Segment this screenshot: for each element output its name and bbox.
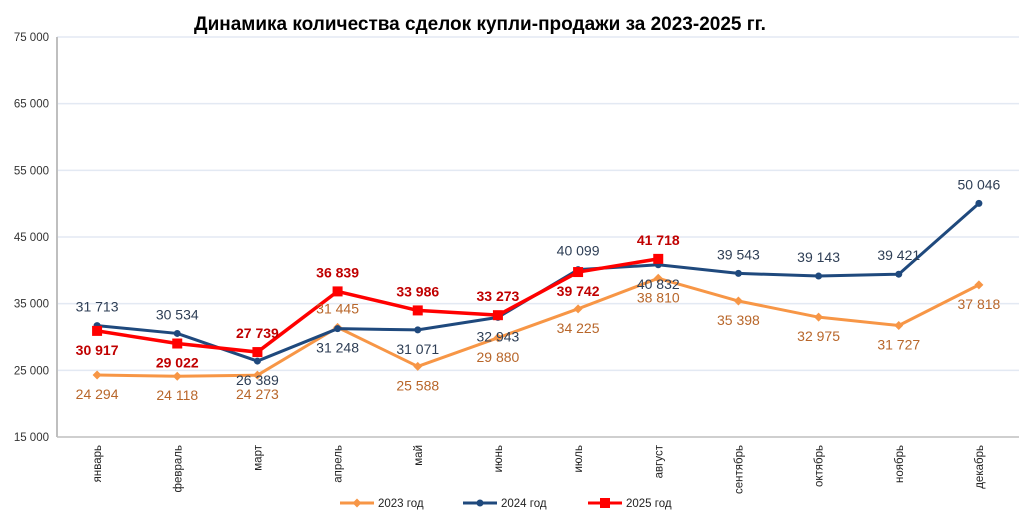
data-point <box>92 325 103 336</box>
data-point <box>974 280 984 290</box>
data-label: 50 046 <box>958 176 1001 192</box>
legend-label: 2025 год <box>626 498 672 510</box>
data-label: 39 143 <box>797 249 840 265</box>
data-point <box>734 269 742 277</box>
series-line-2025-год <box>96 257 659 354</box>
data-point <box>172 338 183 349</box>
x-tick-label: октябрь <box>814 445 826 487</box>
data-label: 31 713 <box>76 299 119 315</box>
data-label: 37 818 <box>958 296 1001 312</box>
y-tick-label: 45 000 <box>14 232 49 244</box>
series-line-2023-год <box>97 276 980 378</box>
data-label: 30 917 <box>76 342 119 358</box>
legend-label: 2024 год <box>501 498 547 510</box>
data-label: 41 718 <box>637 232 680 248</box>
data-point <box>332 286 343 297</box>
data-label: 36 839 <box>316 264 359 280</box>
data-point <box>815 272 823 280</box>
data-point <box>894 320 904 330</box>
data-label: 39 742 <box>557 283 600 299</box>
data-point <box>733 296 743 306</box>
data-label: 29 022 <box>156 355 199 371</box>
data-point <box>975 199 983 207</box>
data-label: 39 421 <box>877 247 920 263</box>
data-point <box>814 312 824 322</box>
data-point <box>334 325 342 333</box>
data-point <box>476 499 484 507</box>
y-tick-label: 15 000 <box>14 432 49 444</box>
data-label: 40 832 <box>637 276 680 292</box>
data-label: 26 389 <box>236 372 279 388</box>
x-tick-label: май <box>413 445 425 466</box>
data-point <box>573 267 584 278</box>
x-tick-label: январь <box>92 445 104 482</box>
legend-label: 2023 год <box>378 498 424 510</box>
data-point <box>653 273 663 283</box>
data-point <box>412 305 423 316</box>
data-label: 32 975 <box>797 328 840 344</box>
data-label: 33 986 <box>396 283 439 299</box>
data-label: 39 543 <box>717 246 760 262</box>
data-label: 33 273 <box>477 288 520 304</box>
data-label: 34 225 <box>557 320 600 336</box>
data-point <box>600 498 610 508</box>
y-tick-label: 75 000 <box>14 32 49 44</box>
data-point <box>895 270 903 278</box>
data-point <box>573 304 583 314</box>
series-line-2024-год <box>96 202 980 363</box>
data-label: 31 445 <box>316 300 359 316</box>
data-label: 27 739 <box>236 325 279 341</box>
data-label: 24 118 <box>156 387 198 403</box>
data-point <box>252 370 262 380</box>
y-tick-label: 25 000 <box>14 365 49 377</box>
x-tick-label: июль <box>573 445 585 473</box>
series-lines <box>92 199 984 381</box>
chart-title: Динамика количества сделок купли-продажи… <box>194 14 766 35</box>
x-tick-label: сентябрь <box>733 445 745 494</box>
data-label: 25 588 <box>396 377 439 393</box>
y-tick-label: 35 000 <box>14 299 49 311</box>
data-label: 24 294 <box>76 386 119 402</box>
data-label: 31 071 <box>396 341 439 357</box>
y-tick-label: 55 000 <box>14 165 49 177</box>
data-point <box>172 371 182 381</box>
data-point <box>493 333 503 343</box>
x-tick-label: апрель <box>333 445 345 483</box>
data-point <box>253 357 261 365</box>
x-axis: январь февраль март апрель май июнь июль август… <box>57 436 1019 494</box>
data-label: 35 398 <box>717 312 760 328</box>
data-label: 30 534 <box>156 306 199 322</box>
legend: 2023 год 2024 год 2025 год <box>340 498 672 510</box>
x-tick-label: август <box>653 444 665 478</box>
data-label: 31 727 <box>877 336 920 352</box>
data-point <box>92 370 102 380</box>
gridlines <box>57 36 1019 372</box>
data-point <box>653 253 664 264</box>
x-tick-label: ноябрь <box>894 445 906 483</box>
data-label: 38 810 <box>637 289 680 305</box>
data-point <box>414 326 422 334</box>
data-label: 32 943 <box>477 328 520 344</box>
y-axis: 15 000 25 000 35 000 45 000 55 000 65 000 75 0… <box>14 32 58 444</box>
data-label: 31 248 <box>316 340 359 356</box>
x-tick-label: декабрь <box>974 445 986 489</box>
x-tick-label: март <box>252 444 264 470</box>
x-tick-label: февраль <box>172 445 184 492</box>
data-point <box>492 310 503 321</box>
data-point <box>352 498 362 508</box>
y-tick-label: 65 000 <box>14 99 49 111</box>
data-labels: 24 294 24 118 24 273 31 445 25 588 29 880 34 2… <box>76 176 1001 403</box>
data-label: 40 099 <box>557 243 600 259</box>
data-label: 29 880 <box>477 349 520 365</box>
x-tick-label: июнь <box>493 445 505 472</box>
data-point <box>413 361 423 371</box>
data-point <box>173 329 181 337</box>
data-point <box>252 347 263 358</box>
data-label: 24 273 <box>236 386 279 402</box>
